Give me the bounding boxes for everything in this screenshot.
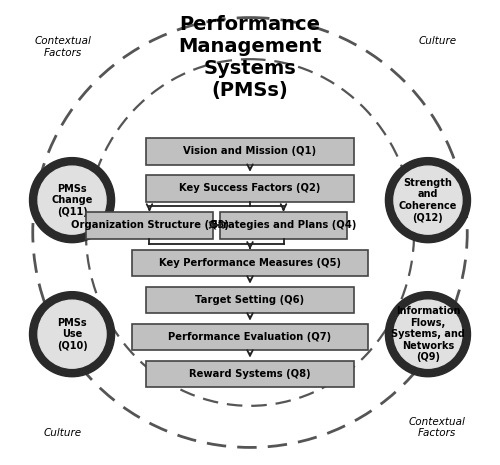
Circle shape <box>394 300 462 368</box>
Circle shape <box>394 166 462 234</box>
FancyBboxPatch shape <box>132 324 368 350</box>
FancyBboxPatch shape <box>146 175 354 201</box>
Circle shape <box>386 158 470 243</box>
Text: Strategies and Plans (Q4): Strategies and Plans (Q4) <box>211 220 356 230</box>
Text: Strength
and
Coherence
(Q12): Strength and Coherence (Q12) <box>399 178 457 223</box>
Text: Reward Systems (Q8): Reward Systems (Q8) <box>189 369 311 379</box>
FancyBboxPatch shape <box>220 212 347 239</box>
FancyBboxPatch shape <box>146 138 354 165</box>
Text: Key Performance Measures (Q5): Key Performance Measures (Q5) <box>159 258 341 268</box>
Circle shape <box>30 292 114 377</box>
FancyBboxPatch shape <box>146 286 354 313</box>
Text: PMSs
Change
(Q11): PMSs Change (Q11) <box>52 184 92 217</box>
Circle shape <box>38 300 106 368</box>
Text: PMSs
Use
(Q10): PMSs Use (Q10) <box>56 318 88 351</box>
Text: Performance
Management
Systems
(PMSs): Performance Management Systems (PMSs) <box>178 15 322 100</box>
Text: Target Setting (Q6): Target Setting (Q6) <box>196 295 304 305</box>
FancyBboxPatch shape <box>132 250 368 276</box>
FancyBboxPatch shape <box>146 360 354 387</box>
Text: Vision and Mission (Q1): Vision and Mission (Q1) <box>184 146 316 156</box>
Circle shape <box>386 292 470 377</box>
Text: Information
Flows,
Systems, and
Networks
(Q9): Information Flows, Systems, and Networks… <box>391 306 465 362</box>
Text: Culture: Culture <box>418 36 457 46</box>
Text: Contextual
Factors: Contextual Factors <box>409 417 466 438</box>
Text: Performance Evaluation (Q7): Performance Evaluation (Q7) <box>168 332 332 342</box>
FancyBboxPatch shape <box>86 212 213 239</box>
Circle shape <box>38 166 106 234</box>
Text: Contextual
Factors: Contextual Factors <box>34 36 91 58</box>
Text: Organization Structure (Q3): Organization Structure (Q3) <box>70 220 229 230</box>
Text: Culture: Culture <box>44 428 82 438</box>
Circle shape <box>30 158 114 243</box>
Text: Key Success Factors (Q2): Key Success Factors (Q2) <box>180 183 320 193</box>
